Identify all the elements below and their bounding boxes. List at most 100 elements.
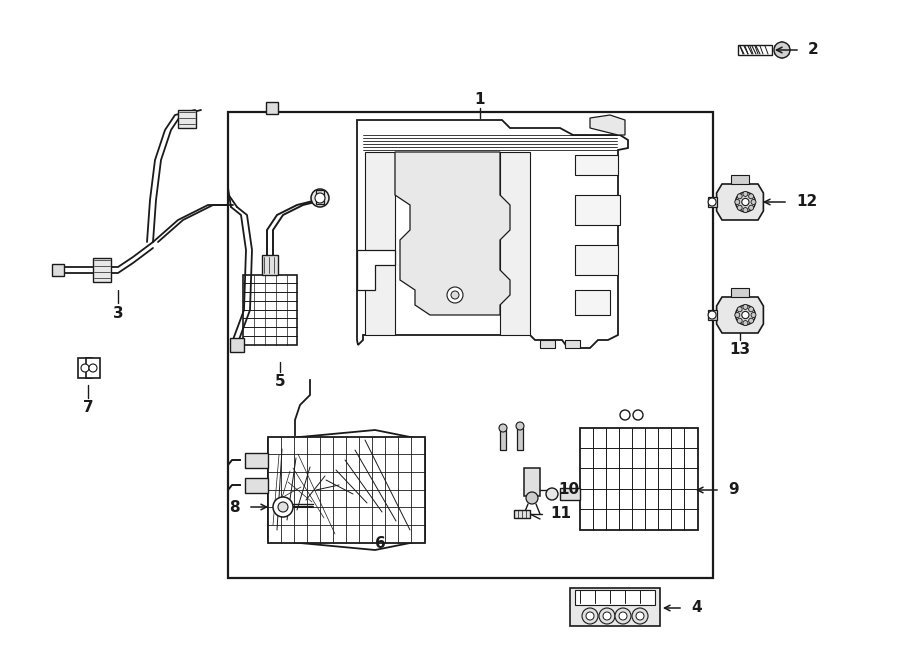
Polygon shape	[575, 155, 618, 175]
Circle shape	[620, 410, 630, 420]
Text: 9: 9	[728, 483, 739, 498]
Text: 4: 4	[691, 600, 702, 615]
Circle shape	[742, 311, 749, 319]
Polygon shape	[243, 275, 297, 345]
Circle shape	[615, 608, 631, 624]
Text: 12: 12	[796, 194, 817, 210]
Bar	[93, 258, 111, 282]
Circle shape	[636, 612, 644, 620]
Circle shape	[632, 608, 648, 624]
Circle shape	[742, 305, 748, 309]
Bar	[228, 112, 713, 578]
Bar	[230, 338, 244, 352]
Circle shape	[311, 189, 329, 207]
Circle shape	[734, 200, 740, 204]
Circle shape	[499, 424, 507, 432]
Circle shape	[708, 311, 716, 319]
Polygon shape	[716, 297, 763, 333]
Polygon shape	[268, 437, 425, 543]
Circle shape	[735, 305, 755, 325]
Circle shape	[742, 208, 748, 213]
Text: 2: 2	[808, 42, 819, 58]
Bar	[178, 110, 196, 128]
Bar	[570, 588, 660, 626]
Circle shape	[737, 318, 742, 323]
Polygon shape	[590, 115, 625, 135]
Circle shape	[734, 313, 740, 317]
Circle shape	[749, 205, 753, 210]
Circle shape	[774, 42, 790, 58]
Polygon shape	[560, 488, 580, 500]
Bar	[575, 590, 655, 605]
Polygon shape	[86, 358, 100, 378]
Polygon shape	[575, 290, 610, 315]
Polygon shape	[357, 120, 628, 348]
Bar	[738, 45, 772, 55]
Circle shape	[586, 612, 594, 620]
Circle shape	[737, 205, 742, 210]
Polygon shape	[731, 288, 749, 297]
Polygon shape	[365, 152, 395, 335]
Polygon shape	[245, 453, 268, 468]
Text: 13: 13	[729, 342, 751, 358]
Circle shape	[633, 410, 643, 420]
Text: 10: 10	[558, 483, 579, 498]
Text: 8: 8	[230, 500, 240, 514]
Polygon shape	[395, 152, 510, 315]
Circle shape	[751, 313, 756, 317]
Circle shape	[526, 492, 538, 504]
Circle shape	[737, 194, 742, 199]
Circle shape	[742, 192, 748, 196]
Text: 3: 3	[112, 305, 123, 321]
Circle shape	[546, 488, 558, 500]
Text: 7: 7	[83, 401, 94, 416]
Bar	[52, 264, 64, 276]
Circle shape	[451, 291, 459, 299]
Polygon shape	[575, 195, 620, 225]
Polygon shape	[500, 152, 530, 335]
Text: 11: 11	[550, 506, 571, 522]
Bar	[517, 428, 523, 450]
Circle shape	[603, 612, 611, 620]
Text: 6: 6	[374, 537, 385, 551]
Polygon shape	[268, 430, 425, 550]
Circle shape	[749, 194, 753, 199]
Polygon shape	[575, 245, 618, 275]
Polygon shape	[707, 196, 716, 208]
Polygon shape	[580, 428, 698, 530]
Polygon shape	[357, 250, 395, 290]
Circle shape	[89, 364, 97, 372]
Polygon shape	[775, 42, 789, 58]
Polygon shape	[707, 309, 716, 321]
Bar	[524, 468, 540, 496]
Circle shape	[735, 192, 755, 212]
Circle shape	[599, 608, 615, 624]
Circle shape	[516, 422, 524, 430]
Text: 5: 5	[274, 375, 285, 389]
Bar	[316, 190, 324, 204]
Text: 1: 1	[475, 93, 485, 108]
Bar	[500, 430, 506, 450]
Circle shape	[742, 321, 748, 326]
Circle shape	[708, 198, 716, 206]
Circle shape	[315, 193, 325, 203]
Circle shape	[278, 502, 288, 512]
Bar	[262, 255, 278, 275]
Polygon shape	[540, 340, 555, 348]
Circle shape	[273, 497, 293, 517]
Polygon shape	[565, 340, 580, 348]
Polygon shape	[78, 358, 92, 378]
Bar	[514, 510, 530, 518]
Circle shape	[582, 608, 598, 624]
Circle shape	[751, 200, 756, 204]
Circle shape	[447, 287, 463, 303]
Circle shape	[749, 307, 753, 312]
Circle shape	[749, 318, 753, 323]
Circle shape	[619, 612, 627, 620]
Circle shape	[81, 364, 89, 372]
Bar	[266, 102, 278, 114]
Circle shape	[737, 307, 742, 312]
Polygon shape	[245, 478, 268, 493]
Circle shape	[742, 198, 749, 206]
Polygon shape	[731, 175, 749, 184]
